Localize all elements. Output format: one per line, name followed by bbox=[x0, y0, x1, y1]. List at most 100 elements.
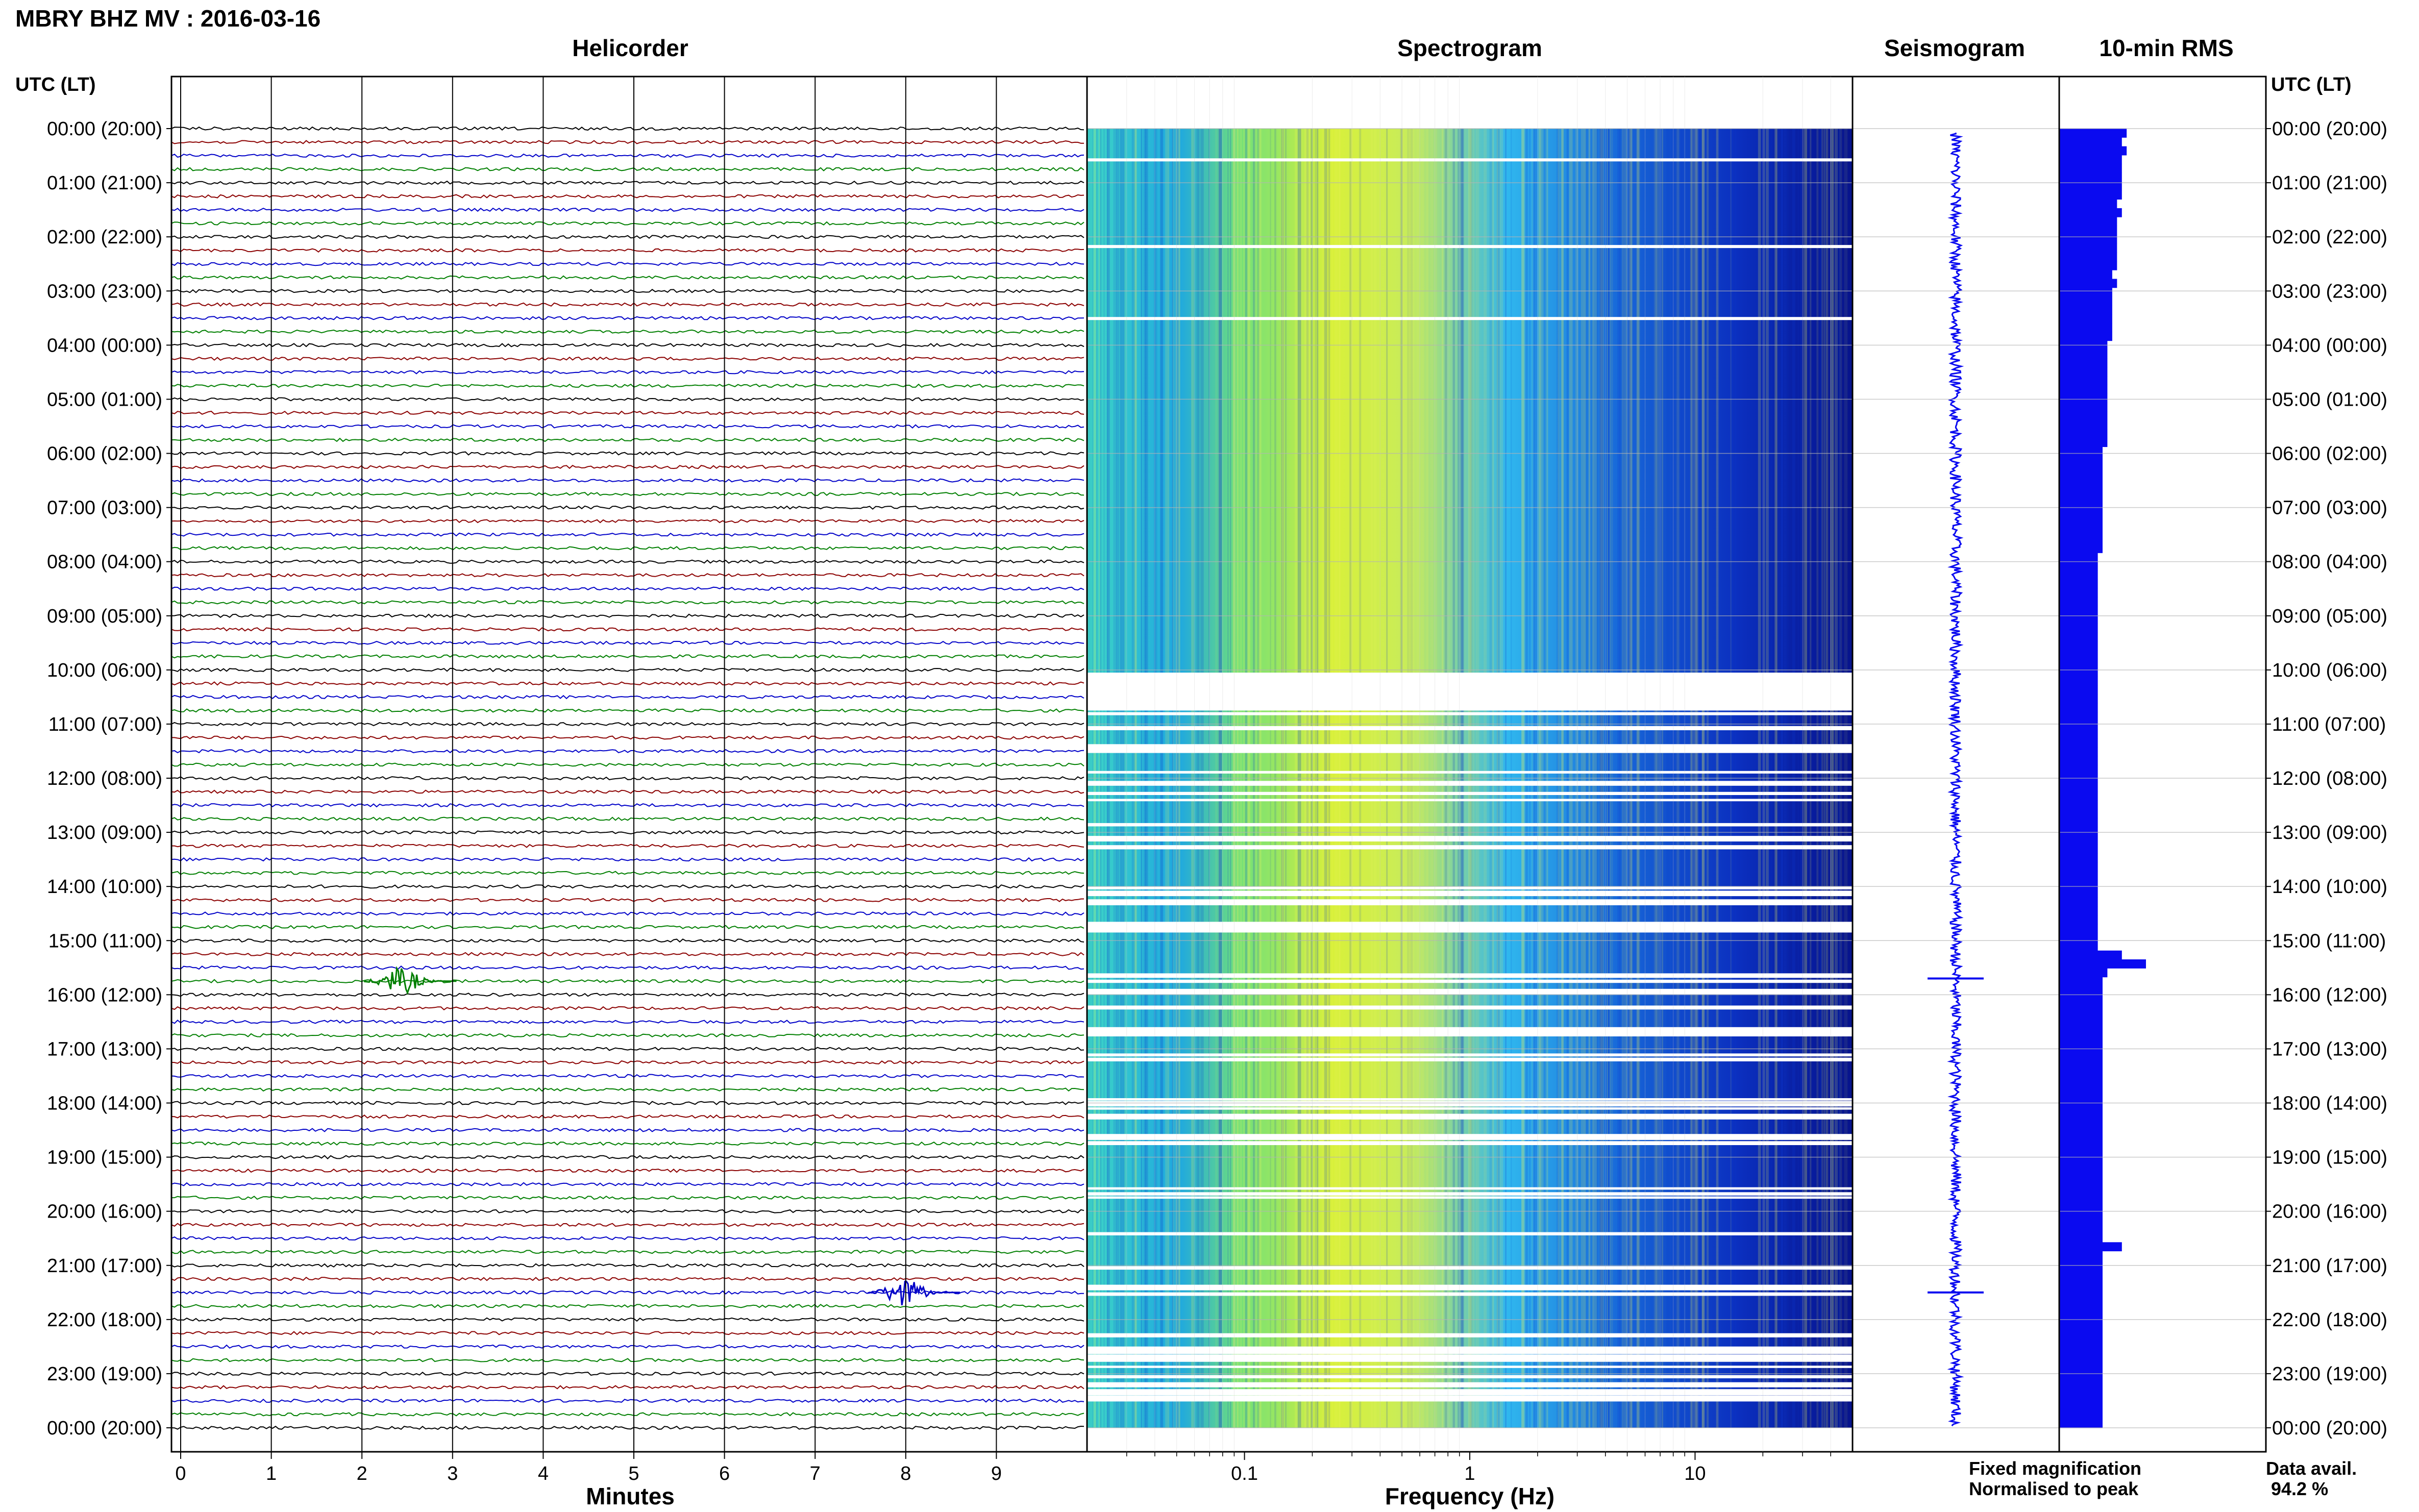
helicorder-trace bbox=[171, 275, 1084, 280]
rms-bar bbox=[2059, 1330, 2103, 1340]
spectrogram-gap bbox=[1087, 922, 1853, 927]
helicorder-trace bbox=[171, 708, 1084, 713]
spectrogram-gap bbox=[1087, 726, 1853, 730]
rms-bar bbox=[2059, 933, 2098, 942]
rms-bar bbox=[2059, 455, 2103, 465]
rms-bar bbox=[2059, 1118, 2103, 1128]
helicorder-trace bbox=[171, 383, 1084, 388]
helicorder-trace bbox=[171, 844, 1084, 848]
rms-bar bbox=[2059, 234, 2117, 244]
rms-bar bbox=[2059, 1003, 2103, 1013]
spectrogram-gap bbox=[1087, 317, 1853, 320]
helicorder-trace bbox=[171, 1425, 1084, 1430]
helicorder-trace bbox=[171, 1195, 1084, 1200]
helicorder-trace bbox=[171, 735, 1084, 740]
rms-bar bbox=[2059, 1375, 2103, 1384]
spectrogram-gap bbox=[1087, 781, 1853, 785]
rms-bar bbox=[2059, 676, 2098, 686]
rms-bar bbox=[2059, 827, 2098, 836]
helicorder-trace bbox=[171, 776, 1084, 781]
spectrogram-gap bbox=[1087, 1346, 1853, 1351]
minute-tick-label: 4 bbox=[538, 1463, 549, 1484]
spectrogram-gap bbox=[1087, 886, 1853, 889]
rms-bar bbox=[2059, 703, 2098, 712]
time-label-right: 04:00 (00:00) bbox=[2272, 335, 2387, 356]
rms-bar bbox=[2059, 429, 2108, 438]
rms-bar bbox=[2059, 579, 2098, 589]
time-label-left: 22:00 (18:00) bbox=[47, 1309, 162, 1331]
rms-bar bbox=[2059, 1083, 2103, 1093]
helicorder-trace bbox=[171, 1385, 1084, 1390]
rms-bar bbox=[2059, 977, 2103, 986]
rms-bar bbox=[2059, 782, 2098, 792]
rms-bar bbox=[2059, 650, 2098, 659]
rms-bar bbox=[2059, 1171, 2103, 1181]
helicorder-trace bbox=[171, 1101, 1084, 1105]
spectrogram-gap bbox=[1087, 988, 1853, 995]
rms-bar bbox=[2059, 553, 2098, 562]
rms-bar bbox=[2059, 1251, 2103, 1260]
rms-bar bbox=[2059, 597, 2098, 606]
legend-fixed-magnification: Fixed magnification bbox=[1969, 1458, 2141, 1479]
minute-tick-label: 9 bbox=[991, 1463, 1002, 1484]
rms-bar bbox=[2059, 941, 2098, 951]
rms-bar bbox=[2059, 915, 2098, 925]
spectrogram-gap bbox=[1087, 1053, 1853, 1057]
time-label-right: 02:00 (22:00) bbox=[2272, 227, 2387, 248]
rms-bar bbox=[2059, 1348, 2103, 1357]
helicorder-trace bbox=[171, 221, 1084, 226]
rms-bar bbox=[2059, 1216, 2103, 1225]
rms-bar bbox=[2059, 1198, 2103, 1207]
time-label-left: 03:00 (23:00) bbox=[47, 281, 162, 302]
helicorder-trace bbox=[171, 1358, 1084, 1362]
time-label-left: 04:00 (00:00) bbox=[47, 335, 162, 356]
rms-bar bbox=[2059, 959, 2146, 969]
rms-bar bbox=[2059, 844, 2098, 854]
spectrogram-gap bbox=[1087, 1354, 1853, 1360]
helicorder-trace bbox=[171, 559, 1084, 564]
spectrogram-gap bbox=[1087, 1107, 1853, 1110]
rms-bar bbox=[2059, 349, 2108, 359]
helicorder-trace bbox=[171, 343, 1084, 348]
rms-bar bbox=[2059, 1074, 2103, 1084]
helicorder-trace bbox=[171, 1087, 1084, 1092]
spectrogram-gap bbox=[1087, 1292, 1853, 1296]
rms-bar bbox=[2059, 155, 2122, 164]
helicorder-trace bbox=[171, 695, 1084, 700]
rms-bar bbox=[2059, 1154, 2103, 1163]
spectrogram-gap bbox=[1087, 1005, 1853, 1010]
helicorder-trace bbox=[171, 871, 1084, 875]
utc-header-left: UTC (LT) bbox=[15, 74, 96, 95]
spectrogram-gap bbox=[1087, 1395, 1853, 1402]
rms-bar bbox=[2059, 1127, 2103, 1136]
spectrogram-xlabel: Frequency (Hz) bbox=[1385, 1483, 1554, 1509]
time-label-right: 13:00 (09:00) bbox=[2272, 822, 2387, 844]
seismogram-title: Seismogram bbox=[1884, 35, 2025, 61]
helicorder-trace bbox=[171, 180, 1084, 185]
seismogram-trace bbox=[1928, 132, 1984, 1427]
helicorder-trace bbox=[171, 762, 1084, 767]
time-label-left: 07:00 (03:00) bbox=[47, 498, 162, 519]
rms-bar bbox=[2059, 641, 2098, 651]
spectrogram-gap bbox=[1087, 744, 1853, 749]
rms-bar bbox=[2059, 888, 2098, 898]
rms-bar bbox=[2059, 986, 2103, 995]
rms-bar bbox=[2059, 1180, 2103, 1189]
helicorder-trace bbox=[171, 1222, 1084, 1227]
rms-bar bbox=[2059, 517, 2103, 527]
rms-bar bbox=[2059, 1312, 2103, 1322]
time-label-left: 23:00 (19:00) bbox=[47, 1364, 162, 1385]
time-label-right: 19:00 (15:00) bbox=[2272, 1147, 2387, 1169]
rms-bar bbox=[2059, 385, 2108, 394]
helicorder-trace bbox=[171, 140, 1084, 144]
minute-tick-label: 1 bbox=[266, 1463, 277, 1484]
spectrogram-gap bbox=[1087, 1187, 1853, 1190]
rms-bar bbox=[2059, 1109, 2103, 1119]
helicorder-trace bbox=[171, 1128, 1084, 1132]
rms-bar bbox=[2059, 765, 2098, 774]
helicorder-trace bbox=[171, 370, 1084, 375]
helicorder-trace bbox=[171, 640, 1084, 645]
rms-bar bbox=[2059, 1259, 2103, 1269]
rms-bar bbox=[2059, 729, 2098, 739]
time-label-left: 16:00 (12:00) bbox=[47, 984, 162, 1006]
